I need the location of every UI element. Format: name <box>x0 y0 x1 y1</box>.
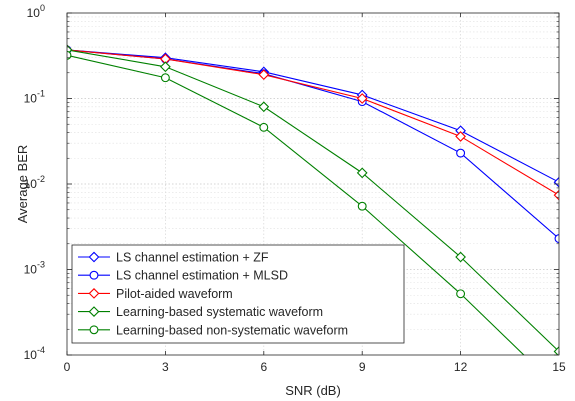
series-line <box>67 49 559 352</box>
legend-marker <box>88 306 100 317</box>
data-point <box>456 148 466 158</box>
data-point <box>356 167 368 179</box>
data-point <box>258 69 270 81</box>
data-point <box>258 101 270 113</box>
y-tick-base: 10 <box>24 348 38 362</box>
series-4 <box>67 44 559 355</box>
data-point <box>356 93 368 104</box>
legend: LS channel estimation + ZF LS channel est… <box>71 244 405 344</box>
legend-entry: LS channel estimation + ZF <box>78 251 269 265</box>
data-point <box>160 73 170 83</box>
x-axis-label: SNR (dB) <box>285 383 341 398</box>
y-tick-label: 100 <box>27 3 45 20</box>
y-tick-label: 10-3 <box>24 260 45 277</box>
x-tick-label: 12 <box>454 360 468 374</box>
data-point <box>455 131 466 142</box>
data-point <box>259 122 269 132</box>
y-tick-base: 10 <box>24 177 38 191</box>
data-point <box>160 61 171 73</box>
x-tick-label: 3 <box>162 360 169 374</box>
series-5 <box>67 50 563 393</box>
legend-marker <box>89 325 99 335</box>
y-tick-exponent: -2 <box>37 174 45 184</box>
y-tick-exponent: -4 <box>37 345 45 355</box>
legend-label: Learning-based non-systematic waveform <box>116 323 348 337</box>
series-line <box>67 49 559 183</box>
legend-label: Pilot-aided waveform <box>116 287 233 301</box>
data-point <box>553 176 559 188</box>
y-tick-base: 10 <box>27 6 41 20</box>
data-point <box>555 385 563 393</box>
legend-marker <box>89 270 99 280</box>
y-axis-label: Average BER <box>15 145 30 224</box>
data-point <box>67 50 72 60</box>
legend-entry: LS channel estimation + MLSD <box>78 269 288 283</box>
data-point <box>357 201 367 211</box>
y-tick-exponent: -3 <box>37 260 45 270</box>
series-line <box>67 49 559 196</box>
legend-label: LS channel estimation + MLSD <box>116 269 288 283</box>
legend-entry: Pilot-aided waveform <box>78 287 233 301</box>
x-tick-label: 15 <box>552 360 566 374</box>
x-tick-label: 6 <box>260 360 267 374</box>
legend-entry: Learning-based non-systematic waveform <box>78 323 348 337</box>
legend-entry: Learning-based systematic waveform <box>78 305 323 319</box>
y-tick-label: 10-4 <box>24 345 45 362</box>
series-layer <box>67 44 563 393</box>
y-tick-base: 10 <box>24 92 38 106</box>
series-line <box>67 54 525 355</box>
y-tick-exponent: 0 <box>40 3 45 13</box>
data-point <box>455 251 466 263</box>
data-point <box>456 289 466 299</box>
legend-box <box>71 244 405 344</box>
data-point <box>553 346 559 355</box>
y-tick-base: 10 <box>24 263 38 277</box>
legend-marker <box>88 251 100 263</box>
legend-label: Learning-based systematic waveform <box>116 305 323 319</box>
y-tick-label: 10-1 <box>24 89 45 106</box>
y-tick-exponent: -1 <box>37 89 45 99</box>
legend-label: LS channel estimation + ZF <box>116 251 269 265</box>
x-tick-label: 0 <box>64 360 71 374</box>
y-tick-label: 10-2 <box>24 174 45 191</box>
legend-marker <box>88 288 100 299</box>
x-tick-label: 9 <box>359 360 366 374</box>
